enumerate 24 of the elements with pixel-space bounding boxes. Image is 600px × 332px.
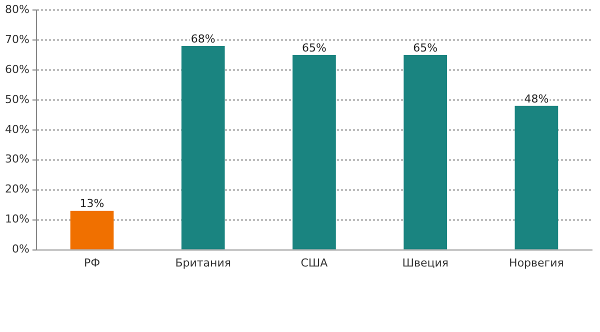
y-tick-label: 40% — [4, 122, 30, 136]
y-tick-label: 80% — [4, 2, 30, 16]
x-tick-label: Британия — [175, 256, 232, 270]
data-label: 13% — [80, 197, 104, 210]
x-tick-label: Норвегия — [509, 256, 564, 270]
y-tick-label: 50% — [4, 92, 30, 106]
bar — [70, 210, 114, 250]
y-tick-label: 20% — [4, 182, 30, 196]
bar — [181, 46, 225, 250]
y-tick-label: 10% — [4, 212, 30, 226]
data-label: 68% — [190, 32, 216, 46]
y-tick-label: 70% — [4, 32, 30, 46]
y-tick-label: 30% — [4, 152, 30, 166]
bar — [404, 54, 447, 250]
data-label: 48% — [524, 92, 549, 106]
bar — [514, 106, 558, 250]
bar — [292, 54, 336, 250]
y-tick-label: 0% — [12, 242, 30, 256]
data-label: 65% — [413, 41, 438, 54]
x-tick-label: РФ — [84, 256, 100, 270]
x-tick-label: Швеция — [402, 256, 448, 270]
x-tick-label: США — [300, 256, 328, 270]
y-tick-label: 60% — [4, 62, 30, 76]
data-label: 65% — [302, 41, 326, 54]
